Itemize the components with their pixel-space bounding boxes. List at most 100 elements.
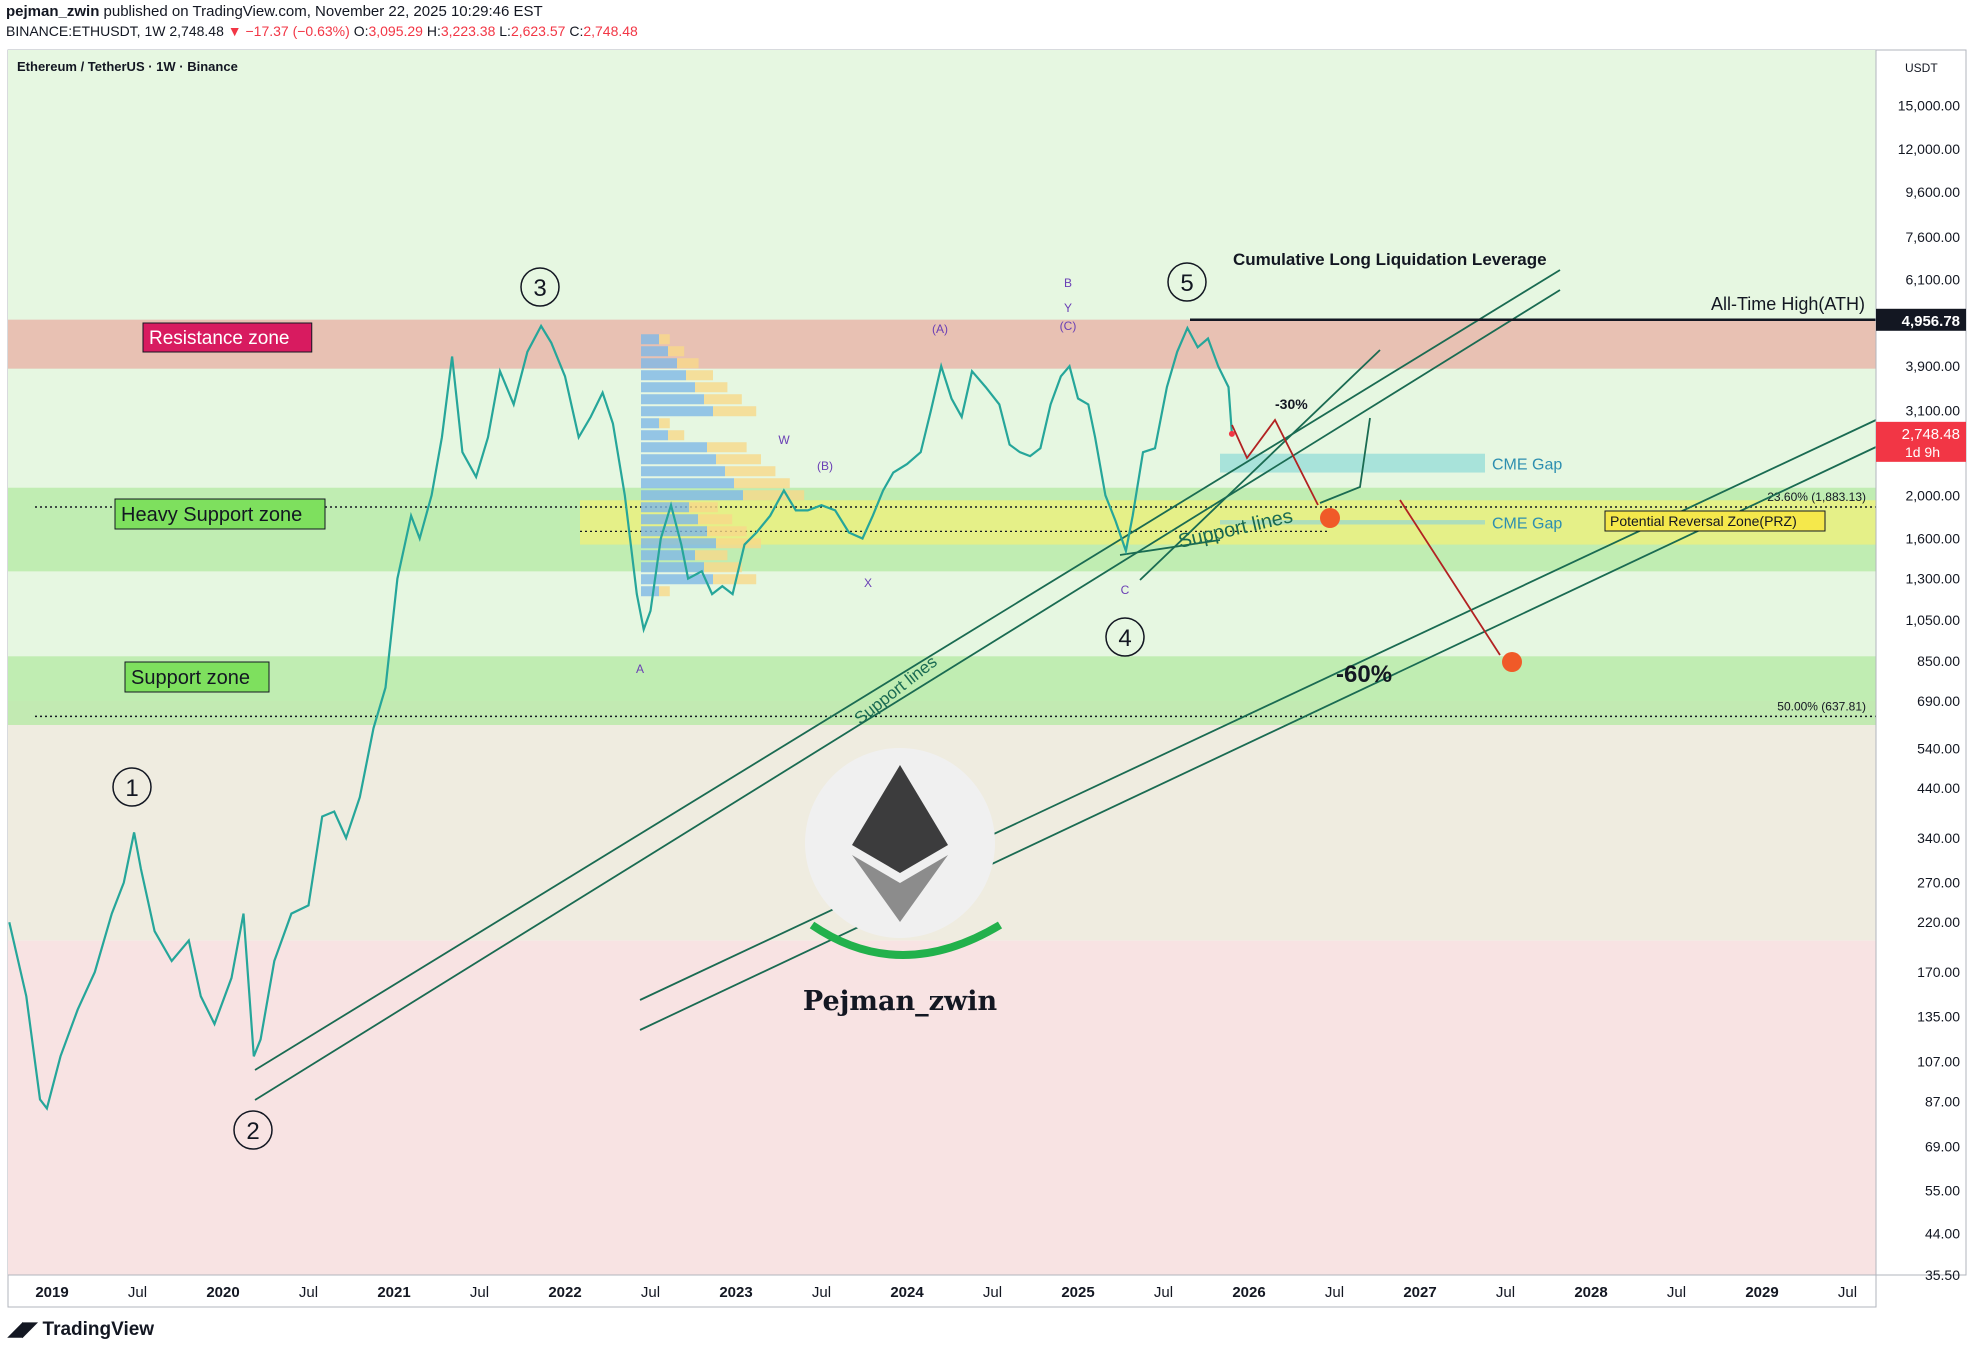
time-axis-tick: Jul	[1496, 1284, 1515, 1301]
elliott-sublabel: Y	[1064, 301, 1072, 315]
volume-profile-bar	[641, 418, 659, 429]
wave-label: 4	[1118, 625, 1131, 652]
cme-gap-box	[1220, 453, 1485, 473]
price-axis-tick: 1,050.00	[1906, 612, 1961, 628]
brand-name: Pejman_zwin	[803, 986, 998, 1017]
volume-profile-bar	[641, 358, 677, 369]
volume-profile-bar	[686, 370, 713, 381]
fib-label: 50.00% (637.81)	[1777, 699, 1866, 713]
zone-label-box	[124, 661, 270, 693]
symbol-label: BINANCE:ETHUSDT, 1W	[6, 23, 166, 39]
lower-red-background	[8, 940, 1876, 1275]
open-value: 3,095.29	[368, 23, 423, 39]
volume-profile-bar	[743, 490, 805, 501]
time-axis-tick: 2025	[1061, 1284, 1094, 1301]
open-label: O:	[353, 23, 369, 39]
time-axis-tick: 2019	[35, 1284, 68, 1301]
support-trend-line	[639, 446, 1877, 1031]
price-axis-tick: 69.00	[1925, 1138, 1960, 1154]
price-axis-tick: 44.00	[1925, 1225, 1960, 1241]
tradingview-logo[interactable]: ◢◤ TradingView	[8, 1318, 154, 1341]
low-value: 2,623.57	[510, 23, 566, 39]
volume-profile-bar	[716, 538, 761, 549]
low-label: L:	[499, 23, 511, 39]
zone-label: Support zone	[131, 667, 250, 689]
price-change: ▼ −17.37 (−0.63%)	[227, 23, 350, 39]
time-axis-tick: 2026	[1232, 1284, 1265, 1301]
elliott-sublabel: A	[636, 662, 644, 676]
price-axis-tick: 540.00	[1917, 741, 1960, 757]
volume-profile-bar	[641, 334, 659, 345]
time-axis-tick: Jul	[812, 1284, 831, 1301]
zone-label: Resistance zone	[149, 328, 289, 349]
volume-profile-bar	[641, 562, 704, 573]
wave-label: 5	[1180, 270, 1193, 297]
time-axis-tick: Jul	[1154, 1284, 1173, 1301]
ath-label: All-Time High(ATH)	[1711, 294, 1865, 314]
brand-swoosh	[809, 921, 1003, 959]
cme-gap-label: CME Gap	[1492, 515, 1562, 532]
time-axis-tick: Jul	[1667, 1284, 1686, 1301]
projection-arrow-green	[1319, 417, 1371, 504]
upper-green-background	[8, 50, 1876, 702]
high-label: H:	[426, 23, 441, 39]
elliott-sublabel: (B)	[817, 459, 833, 473]
price-axis-tick: 135.00	[1917, 1009, 1960, 1025]
price-axis-tick: 440.00	[1917, 780, 1960, 796]
volume-profile-bar	[659, 586, 670, 597]
cme-gap-label: CME Gap	[1492, 456, 1562, 473]
volume-profile-bar	[641, 406, 713, 417]
zone-label-box	[114, 498, 326, 530]
price-axis-tick: 6,100.00	[1906, 272, 1961, 288]
price-axis-tick: 340.00	[1917, 830, 1960, 846]
wave-label: 2	[246, 1118, 259, 1145]
close-label: C:	[569, 23, 584, 39]
price-axis-tick: 3,100.00	[1906, 403, 1961, 419]
volume-profile-bar	[704, 394, 742, 405]
wave-circle	[233, 1110, 273, 1150]
volume-profile-bar	[713, 574, 757, 585]
price-axis-tick: 3,900.00	[1906, 358, 1961, 374]
last-price-marker	[1228, 430, 1235, 437]
volume-profile-bar	[695, 550, 728, 561]
last-price-timer: 1d 9h	[1905, 444, 1940, 460]
high-value: 3,223.38	[440, 23, 496, 39]
ethereum-logo-lower	[852, 855, 948, 922]
price-axis-tick: 690.00	[1917, 693, 1960, 709]
wave-circle	[520, 267, 560, 307]
volume-profile-bar	[716, 454, 761, 465]
volume-profile-bar	[707, 442, 747, 453]
volume-profile-bar	[698, 514, 733, 525]
ath-price-tag-bg	[1876, 308, 1966, 331]
zone-band	[8, 319, 1876, 369]
time-axis-tick: Jul	[983, 1284, 1002, 1301]
cme-gap-box	[1220, 520, 1485, 525]
support-trend-line	[1119, 539, 1221, 556]
volume-profile-bar	[677, 358, 699, 369]
volume-profile-bar	[734, 478, 790, 489]
price-line	[8, 323, 1233, 1111]
elliott-sublabel: B	[1064, 276, 1072, 290]
volume-profile-bar	[641, 478, 734, 489]
elliott-sublabel: (C)	[1060, 319, 1077, 333]
volume-profile-bar	[641, 502, 689, 513]
ethereum-logo-upper	[852, 765, 948, 873]
publish-info: pejman_zwin published on TradingView.com…	[6, 3, 543, 20]
support-trend-line	[1139, 349, 1381, 581]
author-name[interactable]: pejman_zwin	[6, 3, 100, 20]
projection-arrow-red	[1231, 418, 1319, 506]
support-trend-line	[254, 269, 1561, 1071]
volume-profile-bar	[641, 370, 686, 381]
volume-profile-bar	[641, 346, 668, 357]
time-axis-tick: Jul	[128, 1284, 147, 1301]
price-axis-tick: 107.00	[1917, 1054, 1960, 1070]
time-axis-tick: 2020	[206, 1284, 239, 1301]
price-axis-tick: 55.00	[1925, 1182, 1960, 1198]
price-axis-tick: 12,000.00	[1898, 141, 1960, 157]
volume-profile-bar	[641, 430, 668, 441]
volume-profile-bar	[707, 526, 747, 537]
elliott-sublabel: X	[864, 576, 872, 590]
price-axis-tick: 87.00	[1925, 1094, 1960, 1110]
price-axis-tick: 170.00	[1917, 964, 1960, 980]
